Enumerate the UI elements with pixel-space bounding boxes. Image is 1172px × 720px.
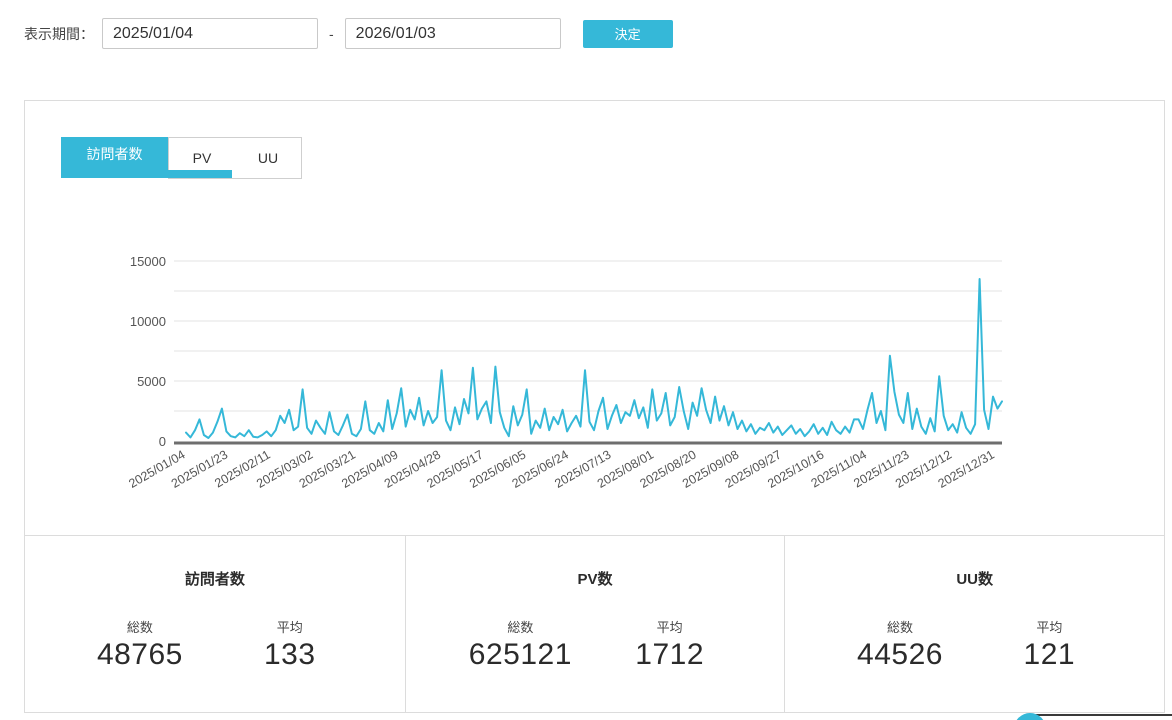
- start-date-input[interactable]: [102, 18, 318, 49]
- analytics-card: 訪問者数 PV UU 0 5000 10000 15000 2025/01/04 2025…: [24, 100, 1165, 713]
- active-tab-underline: [61, 170, 232, 178]
- period-label: 表示期間：: [24, 25, 94, 42]
- tab-visitors[interactable]: 訪問者数: [61, 137, 168, 170]
- visitors-line-chart: 0 5000 10000 15000 2025/01/04 2025/01/23 2025/…: [91, 241, 1131, 511]
- total-label: 総数: [886, 620, 913, 635]
- stat-panel-visitors: 訪問者数 総数 48765 平均 133: [25, 536, 405, 713]
- apply-period-button[interactable]: 決定: [582, 19, 673, 48]
- summary-stats-row: 訪問者数 総数 48765 平均 133 PV数 総数 625121: [25, 535, 1164, 713]
- total-value: 48765: [96, 638, 183, 671]
- total-label: 総数: [507, 620, 534, 635]
- date-range-separator: -: [329, 25, 334, 42]
- average-value: 1712: [635, 638, 705, 671]
- chat-bubble-icon[interactable]: [1014, 713, 1046, 720]
- stat-panel-uu: UU数 総数 44526 平均 121: [784, 536, 1164, 713]
- svg-text:10000: 10000: [130, 314, 166, 329]
- total-label: 総数: [126, 620, 153, 635]
- metric-tabs: 訪問者数 PV UU: [61, 137, 302, 179]
- svg-text:15000: 15000: [130, 254, 166, 269]
- stat-title: PV数: [577, 571, 613, 588]
- stat-panel-pv: PV数 総数 625121 平均 1712: [404, 536, 785, 713]
- average-value: 133: [263, 638, 316, 671]
- stat-title: 訪問者数: [184, 571, 245, 588]
- average-label: 平均: [276, 620, 303, 635]
- tab-uu[interactable]: UU: [235, 138, 301, 178]
- average-label: 平均: [1036, 620, 1063, 635]
- end-date-input[interactable]: [344, 18, 561, 49]
- svg-text:5000: 5000: [137, 374, 166, 389]
- total-value: 625121: [468, 638, 572, 671]
- average-value: 121: [1023, 638, 1076, 671]
- chart-canvas: 0500010000150002025/01/042025/01/232025/…: [126, 254, 1003, 491]
- svg-text:0: 0: [159, 434, 166, 449]
- date-filter-bar: 表示期間： - 決定: [24, 18, 673, 49]
- average-label: 平均: [656, 620, 683, 635]
- total-value: 44526: [857, 638, 943, 671]
- stat-title: UU数: [956, 571, 993, 588]
